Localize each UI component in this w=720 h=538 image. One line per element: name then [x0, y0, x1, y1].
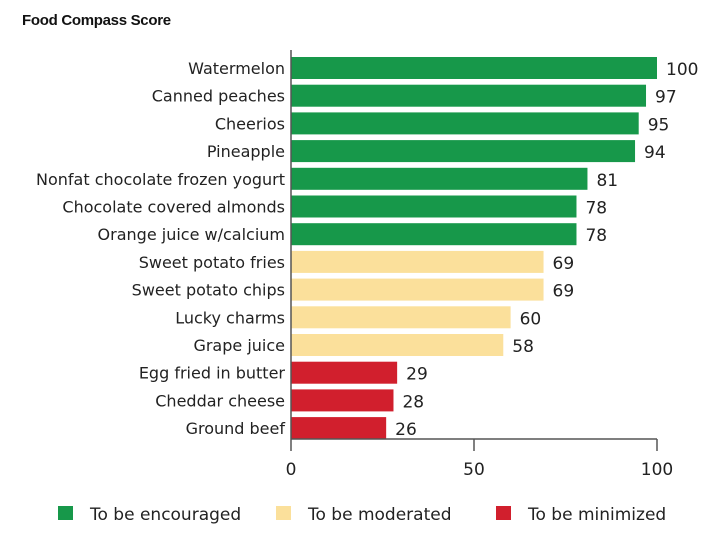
bar: [291, 223, 577, 246]
bar: [291, 250, 544, 273]
bar: [291, 417, 387, 440]
value-label: 100: [666, 60, 698, 80]
legend-label: To be minimized: [527, 505, 666, 525]
bar: [291, 195, 577, 218]
category-label: Cheddar cheese: [155, 391, 285, 410]
bar: [291, 361, 398, 384]
category-label: Canned peaches: [152, 87, 285, 106]
value-label: 29: [406, 365, 428, 385]
value-label: 78: [585, 199, 607, 219]
category-label: Lucky charms: [175, 308, 285, 327]
bar: [291, 306, 511, 329]
category-label: Ground beef: [186, 419, 286, 438]
value-label: 28: [402, 392, 424, 412]
bar: [291, 278, 544, 301]
bar: [291, 112, 639, 135]
category-label: Sweet potato fries: [139, 253, 285, 272]
legend-swatch: [496, 506, 511, 520]
x-tick-label: 100: [641, 460, 673, 480]
value-label: 58: [512, 337, 534, 357]
value-label: 81: [596, 171, 618, 191]
category-label: Egg fried in butter: [139, 364, 286, 383]
category-label: Orange juice w/calcium: [98, 225, 285, 244]
legend-swatch: [58, 506, 73, 520]
value-label: 26: [395, 420, 417, 440]
bar: [291, 167, 588, 190]
value-label: 97: [655, 88, 677, 108]
x-tick-label: 50: [463, 460, 485, 480]
bar: [291, 334, 504, 356]
bar: [291, 389, 394, 412]
x-tick-label: 0: [286, 460, 297, 480]
value-label: 78: [585, 226, 607, 246]
bar: [291, 57, 657, 79]
category-label: Watermelon: [188, 59, 285, 78]
legend-label: To be encouraged: [89, 505, 241, 525]
chart-title: Food Compass Score: [22, 12, 171, 29]
value-label: 60: [520, 309, 542, 329]
category-label: Nonfat chocolate frozen yogurt: [36, 170, 285, 189]
value-label: 94: [644, 143, 666, 163]
category-label: Grape juice: [193, 336, 285, 355]
value-label: 69: [553, 282, 575, 302]
bar: [291, 84, 647, 107]
legend-swatch: [276, 506, 291, 520]
value-label: 69: [553, 254, 575, 274]
legend-label: To be moderated: [307, 505, 452, 525]
category-label: Sweet potato chips: [132, 281, 285, 300]
category-label: Pineapple: [207, 142, 285, 161]
category-label: Chocolate covered almonds: [62, 198, 285, 217]
category-label: Cheerios: [215, 114, 285, 133]
value-label: 95: [648, 115, 670, 135]
bar: [291, 140, 636, 163]
